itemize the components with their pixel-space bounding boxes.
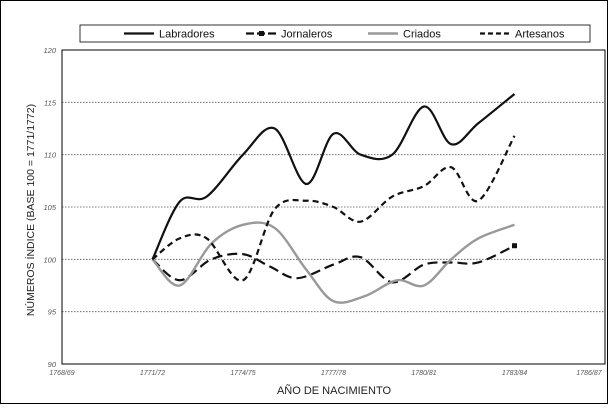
y-tick-label: 95 bbox=[48, 308, 57, 317]
legend-box bbox=[79, 24, 591, 43]
series-line-artesanos bbox=[151, 135, 516, 282]
y-tick-labels: 90 95 100 105 110 115 120 bbox=[43, 46, 56, 369]
series-line-jornaleros bbox=[151, 244, 515, 284]
x-tick-label: 1768/69 bbox=[49, 370, 74, 377]
x-tick-label: 1780/81 bbox=[411, 370, 436, 377]
x-tick-label: 1771/72 bbox=[140, 370, 165, 377]
y-tick-label: 105 bbox=[43, 203, 56, 212]
x-tick-labels: 1768/69 1771/72 1774/75 1777/78 1780/81 1783/… bbox=[49, 370, 602, 377]
x-tick-label: 1774/75 bbox=[230, 370, 255, 377]
legend-label-jornaleros: Jornaleros bbox=[281, 29, 333, 41]
x-tick-label: 1777/78 bbox=[321, 370, 346, 377]
x-tick-label: 1786/87 bbox=[576, 370, 602, 377]
plot-area bbox=[61, 49, 606, 365]
x-tick-label: 1783/84 bbox=[502, 370, 527, 377]
legend-label-labradores: Labradores bbox=[159, 29, 215, 41]
legend-label-artesanos: Artesanos bbox=[515, 29, 565, 41]
y-tick-label: 100 bbox=[43, 255, 56, 264]
series-marker-jornaleros bbox=[512, 243, 517, 249]
legend-marker-jornaleros bbox=[259, 31, 264, 36]
y-tick-label: 90 bbox=[48, 360, 57, 369]
legend: Labradores Jornaleros Criados Artesanos bbox=[79, 24, 591, 43]
y-axis-label: NÚMEROS ÍNDICE (BASE 100 = 1771/1772) bbox=[24, 104, 37, 316]
series-lines bbox=[151, 93, 517, 304]
x-axis-label: AÑO DE NACIMIENTO bbox=[277, 384, 392, 397]
legend-label-criados: Criados bbox=[403, 29, 441, 41]
y-tick-label: 110 bbox=[44, 151, 57, 160]
series-line-labradores bbox=[151, 93, 516, 260]
y-tick-label: 115 bbox=[44, 98, 57, 107]
y-tick-label: 120 bbox=[43, 46, 56, 55]
